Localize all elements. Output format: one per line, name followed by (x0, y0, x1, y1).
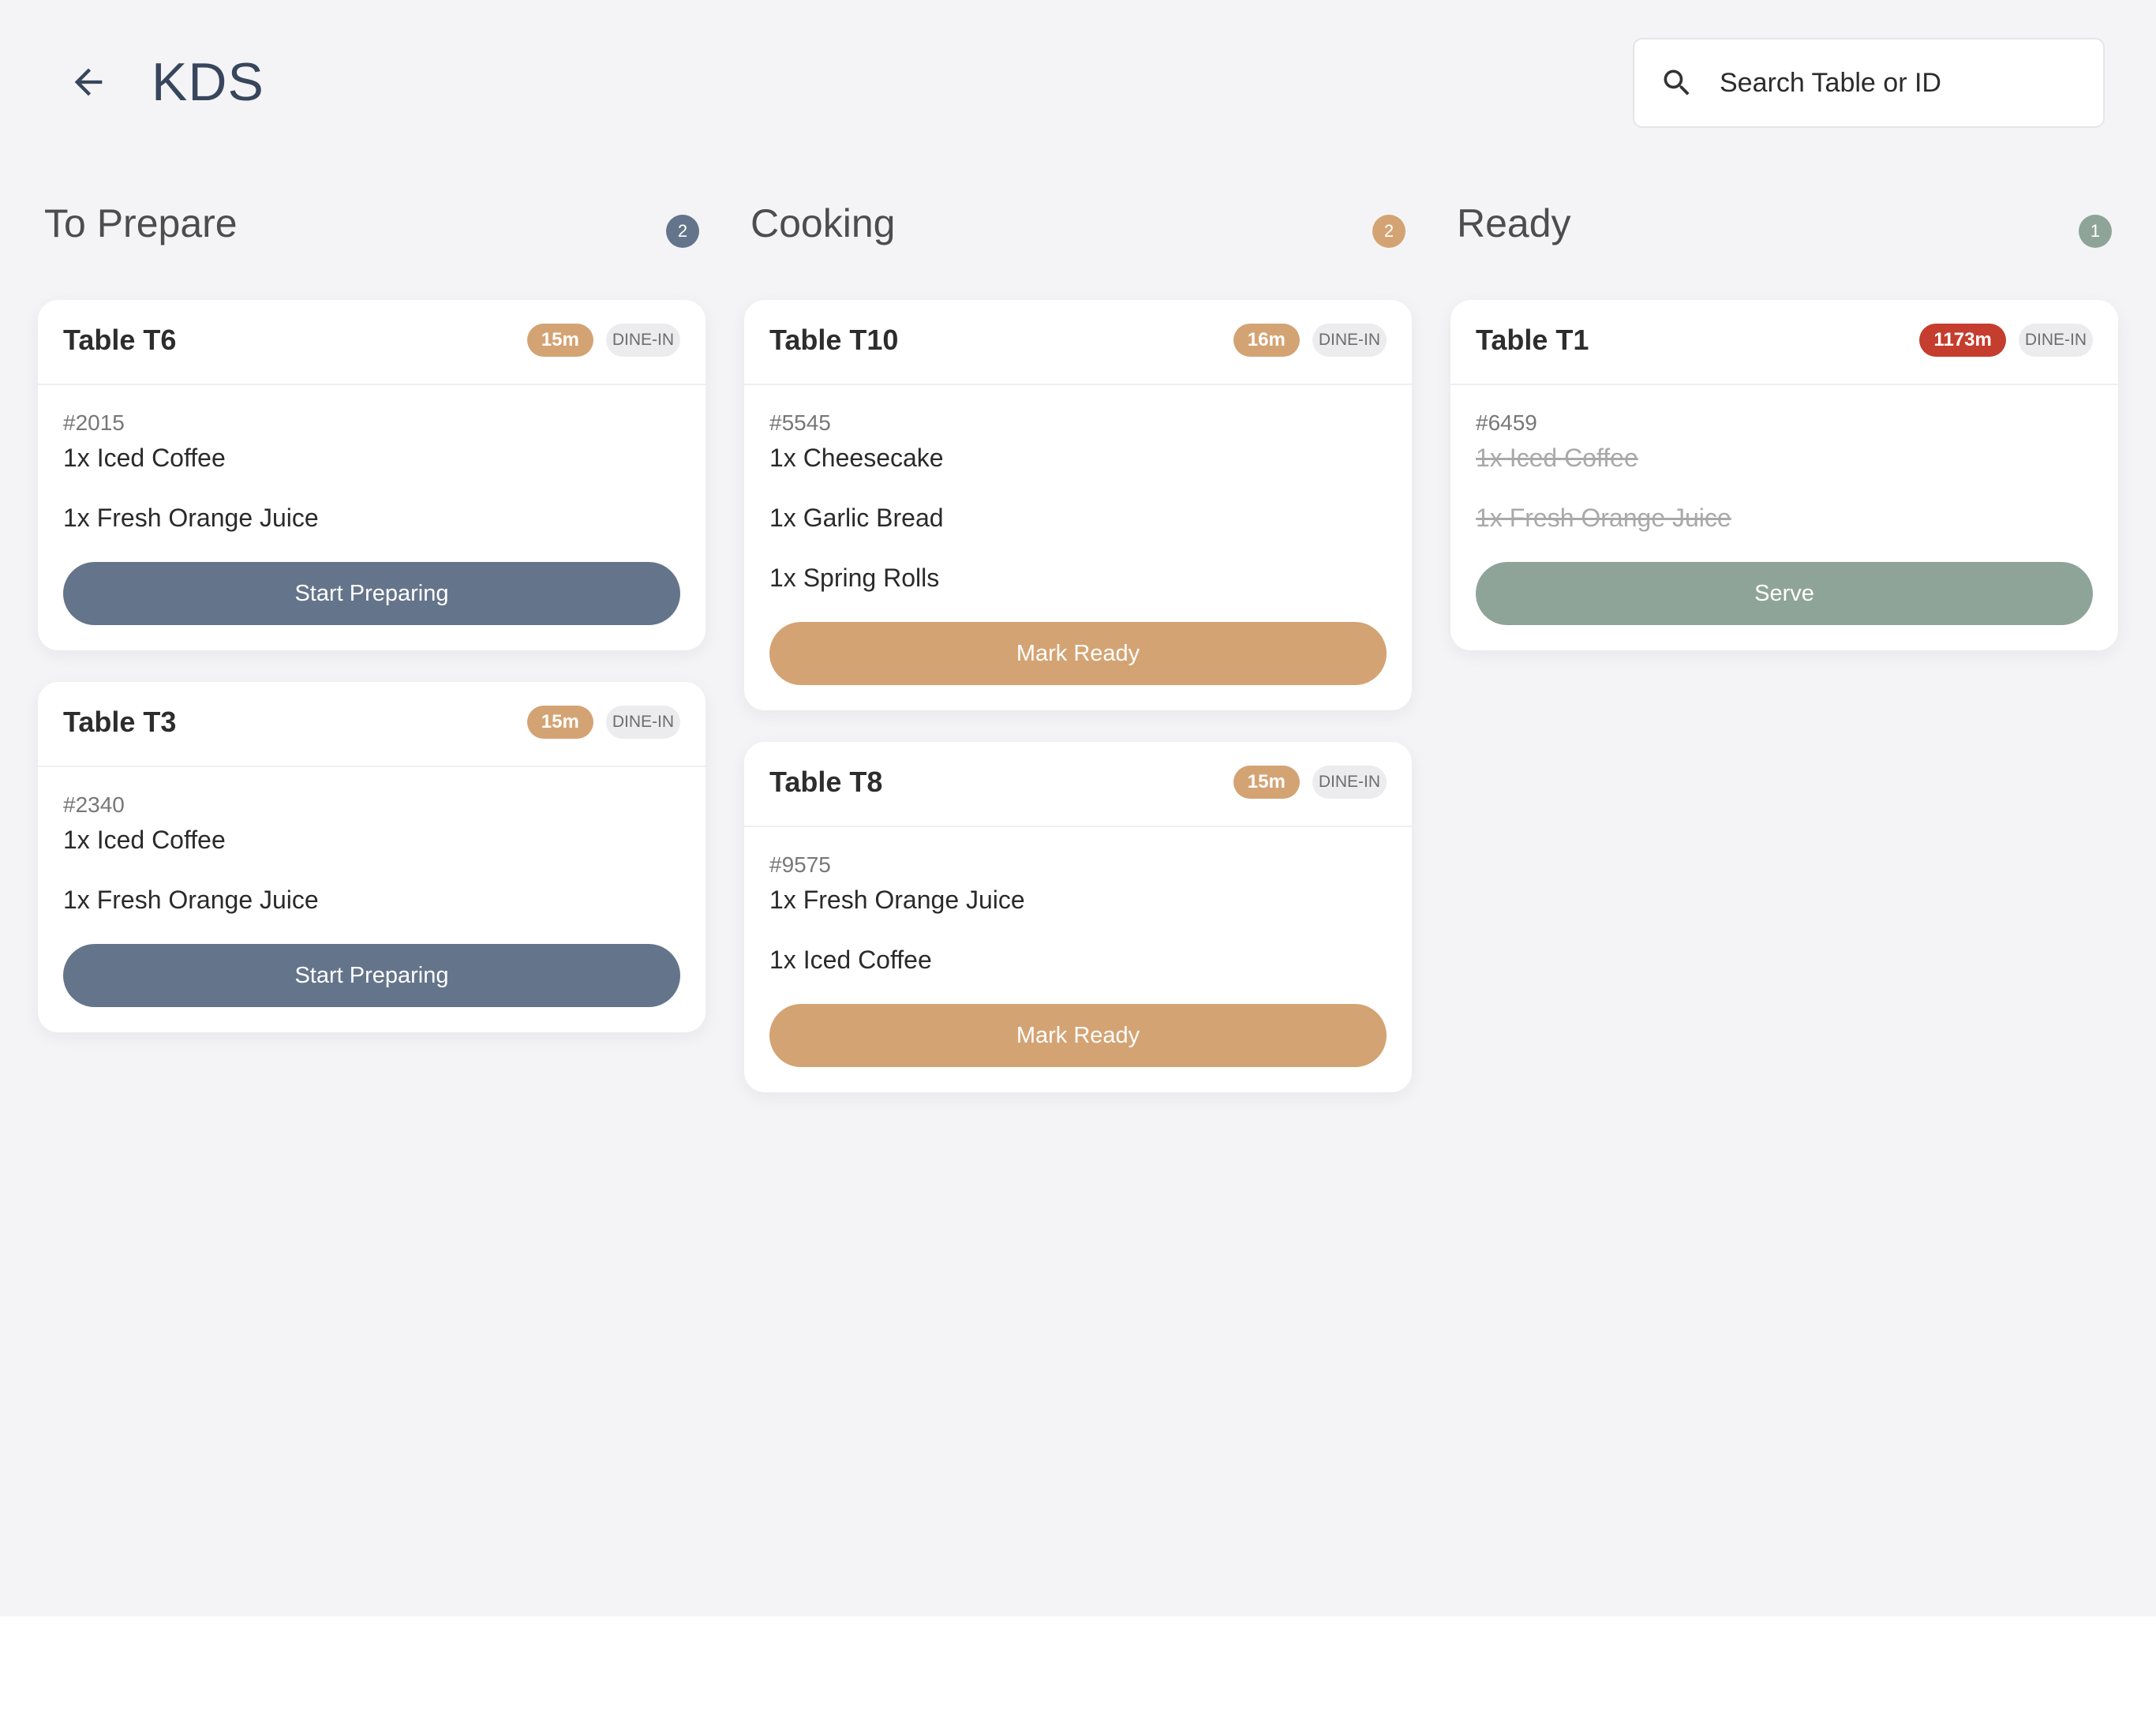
card-body: #2015 1x Iced Coffee 1x Fresh Orange Jui… (38, 385, 706, 650)
order-items: 1x Iced Coffee 1x Fresh Orange Juice (63, 442, 680, 534)
column-header: Ready 1 (1450, 189, 2118, 300)
table-label: Table T6 (63, 324, 177, 356)
order-item: 1x Iced Coffee (63, 826, 226, 854)
order-item: 1x Fresh Orange Juice (63, 886, 319, 914)
elapsed-time-badge: 15m (1233, 766, 1300, 799)
order-item: 1x Fresh Orange Juice (63, 504, 319, 532)
card-body: #6459 1x Iced Coffee 1x Fresh Orange Jui… (1450, 385, 2118, 650)
column-count-badge: 2 (1372, 215, 1406, 248)
column-title: Cooking (750, 201, 896, 245)
order-type-badge: DINE-IN (605, 706, 680, 739)
column-ready: Ready 1 Table T1 1173m DINE-IN #6459 1x … (1450, 189, 2118, 682)
order-type-badge: DINE-IN (1312, 766, 1387, 799)
serve-button[interactable]: Serve (1476, 562, 2093, 625)
badges: 16m DINE-IN (1233, 324, 1387, 357)
order-items: 1x Iced Coffee 1x Fresh Orange Juice (63, 824, 680, 916)
order-items: 1x Fresh Orange Juice 1x Iced Coffee (769, 884, 1387, 976)
order-item: 1x Iced Coffee (63, 444, 226, 472)
page-title: KDS (152, 52, 264, 112)
column-title: To Prepare (44, 201, 238, 245)
order-card: Table T10 16m DINE-IN #5545 1x Cheesecak… (744, 300, 1412, 710)
column-cooking: Cooking 2 Table T10 16m DINE-IN #5545 1x… (744, 189, 1412, 1124)
mark-ready-button[interactable]: Mark Ready (769, 1004, 1387, 1067)
order-type-badge: DINE-IN (1312, 324, 1387, 357)
search-input[interactable] (1718, 58, 2076, 107)
card-body: #5545 1x Cheesecake 1x Garlic Bread 1x S… (744, 385, 1412, 710)
card-header: Table T3 15m DINE-IN (38, 682, 706, 767)
header: KDS (0, 0, 2156, 167)
order-id: #6459 (1476, 410, 1537, 435)
card-header: Table T6 15m DINE-IN (38, 300, 706, 385)
column-count-badge: 1 (2079, 215, 2112, 248)
card-header: Table T10 16m DINE-IN (744, 300, 1412, 385)
elapsed-time-badge: 16m (1233, 324, 1300, 357)
order-id: #2015 (63, 410, 125, 435)
order-card: Table T1 1173m DINE-IN #6459 1x Iced Cof… (1450, 300, 2118, 650)
back-button[interactable] (55, 49, 122, 115)
order-items: 1x Cheesecake 1x Garlic Bread 1x Spring … (769, 442, 1387, 594)
badges: 15m DINE-IN (526, 706, 680, 739)
badges: 15m DINE-IN (526, 324, 680, 357)
column-count-badge: 2 (666, 215, 699, 248)
table-label: Table T3 (63, 706, 177, 738)
column-to-prepare: To Prepare 2 Table T6 15m DINE-IN #2015 … (38, 189, 706, 1064)
card-header: Table T8 15m DINE-IN (744, 742, 1412, 827)
table-label: Table T10 (769, 324, 899, 356)
mark-ready-button[interactable]: Mark Ready (769, 622, 1387, 685)
order-item: 1x Garlic Bread (769, 504, 944, 532)
card-body: #9575 1x Fresh Orange Juice 1x Iced Coff… (744, 827, 1412, 1092)
order-item: 1x Iced Coffee (769, 946, 932, 974)
order-card: Table T8 15m DINE-IN #9575 1x Fresh Oran… (744, 742, 1412, 1092)
elapsed-time-badge: 1173m (1919, 324, 2006, 357)
column-header: To Prepare 2 (38, 189, 706, 300)
order-id: #2340 (63, 792, 125, 817)
column-title: Ready (1457, 201, 1571, 245)
table-label: Table T1 (1476, 324, 1589, 356)
order-id: #9575 (769, 852, 831, 877)
order-item-completed: 1x Fresh Orange Juice (1476, 504, 1731, 532)
start-preparing-button[interactable]: Start Preparing (63, 562, 680, 625)
search-box[interactable] (1633, 38, 2105, 128)
card-header: Table T1 1173m DINE-IN (1450, 300, 2118, 385)
order-item: 1x Spring Rolls (769, 564, 940, 592)
order-card: Table T3 15m DINE-IN #2340 1x Iced Coffe… (38, 682, 706, 1032)
card-body: #2340 1x Iced Coffee 1x Fresh Orange Jui… (38, 767, 706, 1032)
order-item: 1x Cheesecake (769, 444, 944, 472)
elapsed-time-badge: 15m (526, 324, 593, 357)
order-card: Table T6 15m DINE-IN #2015 1x Iced Coffe… (38, 300, 706, 650)
order-type-badge: DINE-IN (2018, 324, 2093, 357)
column-header: Cooking 2 (744, 189, 1412, 300)
arrow-left-icon (74, 68, 103, 96)
badges: 15m DINE-IN (1233, 766, 1387, 799)
order-items: 1x Iced Coffee 1x Fresh Orange Juice (1476, 442, 2093, 534)
kds-app: KDS To Prepare 2 Table T6 15m DINE-IN (0, 0, 2156, 1616)
elapsed-time-badge: 15m (526, 706, 593, 739)
badges: 1173m DINE-IN (1919, 324, 2093, 357)
search-icon (1660, 66, 1694, 100)
start-preparing-button[interactable]: Start Preparing (63, 944, 680, 1007)
order-item-completed: 1x Iced Coffee (1476, 444, 1638, 472)
order-id: #5545 (769, 410, 831, 435)
order-item: 1x Fresh Orange Juice (769, 886, 1025, 914)
order-type-badge: DINE-IN (605, 324, 680, 357)
table-label: Table T8 (769, 766, 883, 798)
